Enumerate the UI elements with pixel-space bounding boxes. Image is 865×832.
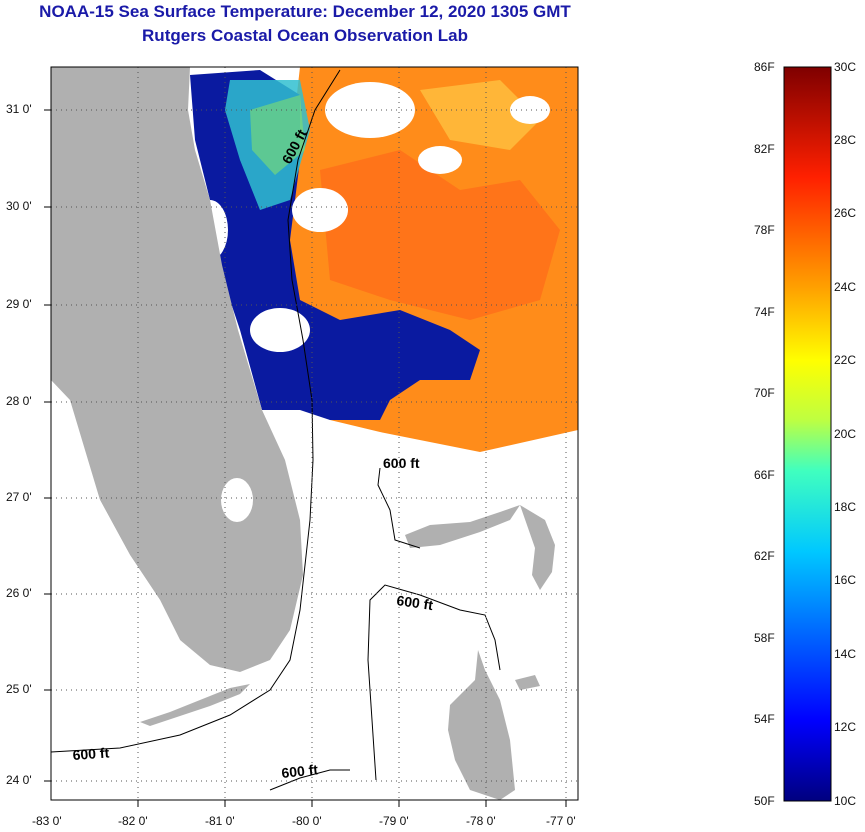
lon-label: -81 0': [205, 814, 235, 828]
cloud: [418, 146, 462, 174]
colorbar-f-label: 66F: [754, 468, 775, 482]
lat-label: 30 0': [6, 199, 32, 213]
colorbar-f-label: 82F: [754, 142, 775, 156]
lon-label: -82 0': [118, 814, 148, 828]
lat-label: 25 0': [6, 682, 32, 696]
cloud: [250, 308, 310, 352]
colorbar-f-label: 58F: [754, 631, 775, 645]
colorbar-c-label: 20C: [834, 427, 857, 441]
gulf-water: [51, 380, 200, 700]
contour-label: 600 ft: [383, 455, 420, 471]
cloud: [510, 96, 550, 124]
cloud: [292, 188, 348, 232]
isobath-tongue: [367, 584, 501, 781]
bahamas-grand-bahama: [405, 505, 520, 548]
bahamas-andros: [448, 650, 515, 800]
colorbar-c-label: 12C: [834, 720, 857, 734]
colorbar-c-label: 22C: [834, 353, 857, 367]
map-frame: [50, 66, 579, 801]
frame-ticks: [44, 109, 567, 807]
colorbar-f-label: 54F: [754, 712, 775, 726]
lon-label: -77 0': [546, 814, 576, 828]
colorbar-c-label: 26C: [834, 206, 857, 220]
colorbar-f-label: 70F: [754, 386, 775, 400]
contour-label: 600 ft: [72, 744, 110, 763]
lon-label: -80 0': [292, 814, 322, 828]
colorbar-c-label: 18C: [834, 500, 857, 514]
lat-label: 28 0': [6, 394, 32, 408]
cloud: [325, 82, 415, 138]
isobath-florida-east: [51, 69, 341, 753]
colorbar-f-label: 62F: [754, 549, 775, 563]
isobath-south: [269, 769, 350, 791]
lat-label: 27 0': [6, 490, 32, 504]
lake-okeechobee: [221, 478, 253, 522]
lon-label: -83 0': [32, 814, 62, 828]
sst-warm-patch: [320, 150, 560, 320]
lat-label: 24 0': [6, 773, 32, 787]
sst-yellow-patch: [420, 80, 540, 150]
colorbar-c-label: 16C: [834, 573, 857, 587]
lon-label: -79 0': [379, 814, 409, 828]
bahamas-islet: [515, 675, 540, 690]
colorbar-c-label: 10C: [834, 794, 857, 808]
map-subtitle: Rutgers Coastal Ocean Observation Lab: [142, 26, 468, 45]
colorbar-f-label: 78F: [754, 223, 775, 237]
isobath-bahamas-north: [377, 467, 421, 549]
graticule: [51, 67, 578, 800]
colorbar-f-label: 50F: [754, 794, 775, 808]
lat-label: 29 0': [6, 297, 32, 311]
map-title: NOAA-15 Sea Surface Temperature: Decembe…: [39, 2, 571, 21]
contour-label: 600 ft: [396, 592, 435, 613]
colorbar-c-label: 14C: [834, 647, 857, 661]
temperature-colorbar: [783, 66, 832, 802]
florida-keys: [140, 684, 250, 726]
lon-label: -78 0': [466, 814, 496, 828]
contour-label: 600 ft: [281, 761, 319, 781]
bahamas-abaco: [520, 505, 555, 590]
colorbar-c-label: 30C: [834, 60, 857, 74]
colorbar-c-label: 28C: [834, 133, 857, 147]
lat-label: 31 0': [6, 102, 32, 116]
colorbar-f-label: 74F: [754, 305, 775, 319]
colorbar-c-label: 24C: [834, 280, 857, 294]
colorbar-f-label: 86F: [754, 60, 775, 74]
lat-label: 26 0': [6, 586, 32, 600]
sst-green-band: [250, 95, 305, 175]
